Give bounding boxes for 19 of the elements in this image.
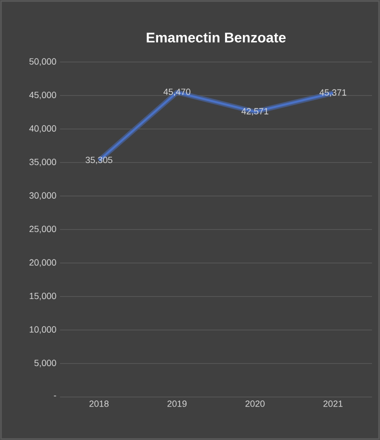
y-tick-label: 15,000 [30, 292, 56, 300]
y-tick-label: 35,000 [29, 158, 56, 166]
data-label: 45,371 [319, 89, 346, 97]
x-tick-label: 2020 [245, 400, 265, 407]
chart-title: Emamectin Benzoate [146, 32, 286, 43]
x-tick-label: 2021 [323, 400, 343, 407]
y-tick-label: 20,000 [30, 259, 56, 267]
x-tick-label: 2019 [167, 400, 187, 407]
y-tick-label: 10,000 [30, 326, 56, 334]
y-tick-label: 40,000 [29, 125, 56, 133]
y-tick-label: 45,000 [29, 92, 56, 100]
y-tick-label: 30,000 [29, 192, 56, 200]
y-tick-label: 25,000 [30, 226, 56, 234]
data-label: 35,305 [86, 156, 112, 164]
y-tick-label: 50,000 [29, 58, 56, 66]
x-tick-label: 2018 [89, 400, 109, 407]
data-label: 42,571 [241, 108, 268, 116]
y-tick-label: 5,000 [34, 360, 56, 368]
data-label: 45,470 [163, 88, 190, 96]
